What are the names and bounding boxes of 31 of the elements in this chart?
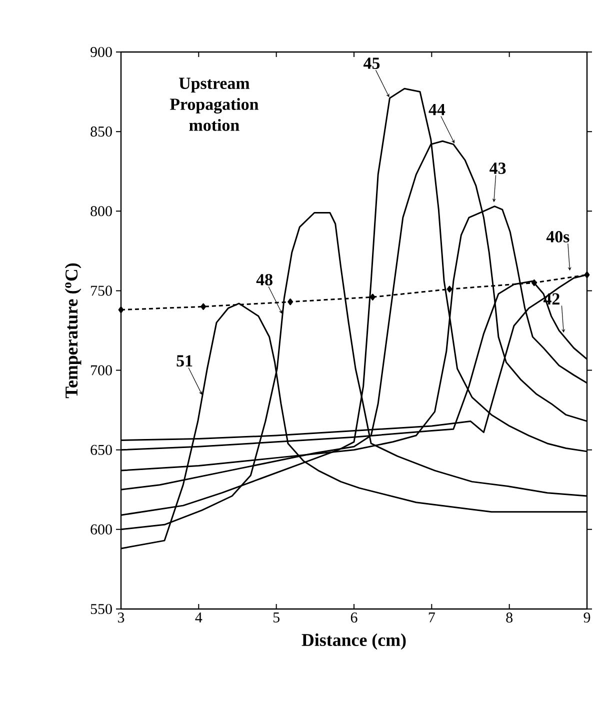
y-tick-label: 550 (90, 604, 112, 614)
annotation: 45 (363, 58, 380, 69)
x-tick-label: 7 (428, 612, 435, 622)
point (446, 286, 452, 292)
annotation: 43 (490, 162, 506, 174)
y-axis-title: Temperature ($^{o}$C) (64, 263, 82, 398)
point (288, 298, 293, 306)
y-tick-label: 850 (90, 126, 112, 137)
x-tick-label: 8 (506, 612, 512, 623)
x-tick-label: 5 (273, 612, 280, 622)
x-tick-label: 6 (350, 612, 358, 623)
point (370, 294, 376, 300)
y-tick-label: 600 (90, 524, 112, 534)
x-axis-title: Distance (cm) (302, 633, 406, 650)
x-tick-label: 9 (584, 612, 590, 623)
annotation: 48 (256, 274, 272, 286)
annotation: 51 (176, 355, 192, 367)
y-tick-label: 650 (90, 444, 112, 455)
annotation: 40s (546, 230, 570, 242)
annotation: 44 (428, 104, 446, 116)
y-tick-label: 700 (91, 365, 112, 376)
point (118, 306, 124, 314)
y-tick-label: 800 (90, 206, 112, 216)
point (531, 279, 537, 286)
point (200, 303, 206, 310)
y-tick-label: 900 (90, 46, 112, 58)
y-tick-label: 750 (91, 286, 112, 296)
annotation: Upstream Propagation motion (170, 78, 258, 131)
x-tick-label: 3 (118, 612, 124, 623)
point (584, 271, 590, 278)
x-tick-label: 4 (195, 612, 202, 622)
